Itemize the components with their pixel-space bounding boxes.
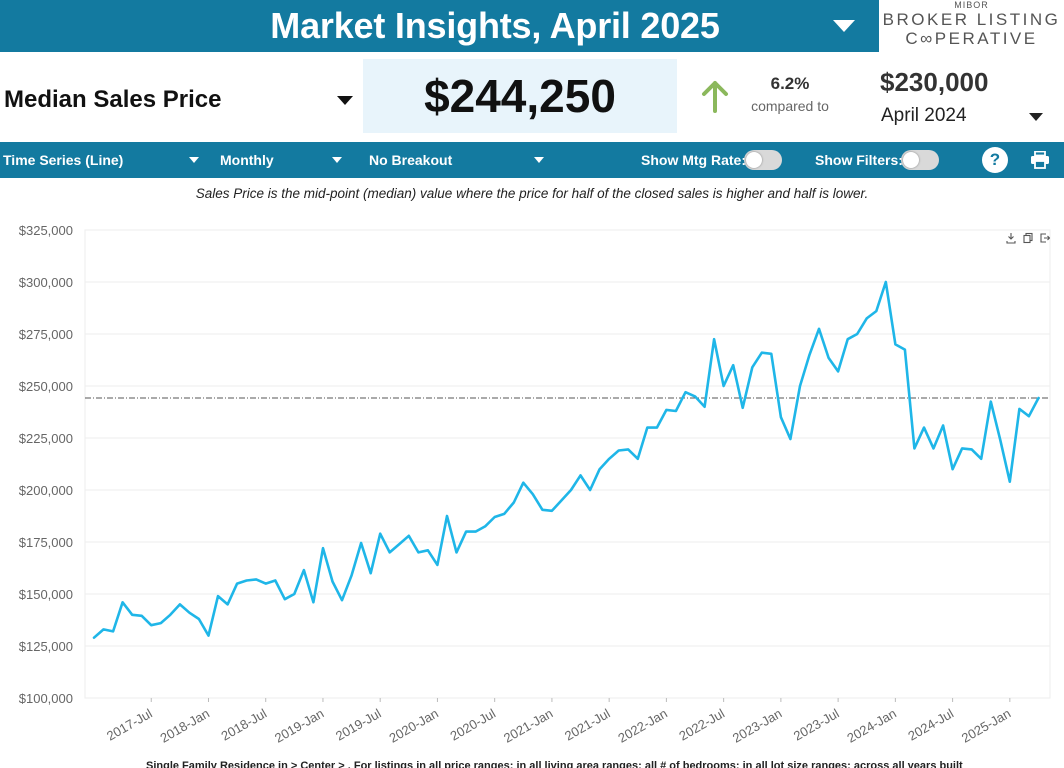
- y-tick-label: $175,000: [19, 535, 73, 550]
- comparison-period-chevron-icon[interactable]: [1029, 113, 1043, 121]
- help-icon[interactable]: ?: [982, 147, 1008, 173]
- plot-area: [84, 229, 1051, 699]
- y-tick-label: $150,000: [19, 587, 73, 602]
- download-icon[interactable]: [1006, 232, 1016, 244]
- y-tick-label: $300,000: [19, 275, 73, 290]
- filter-footnote: Single Family Residence in > Center > . …: [146, 760, 963, 768]
- x-tick-label: 2020-Jan: [386, 706, 440, 746]
- compared-to-label: compared to: [751, 98, 829, 114]
- metric-value: $244,250: [363, 59, 677, 133]
- y-tick-label: $200,000: [19, 483, 73, 498]
- toggle-knob: [903, 152, 919, 168]
- header: Market Insights, April 2025 MIBOR BROKER…: [0, 0, 1064, 52]
- series-line: [92, 280, 1040, 640]
- show-filters-toggle[interactable]: [901, 150, 939, 170]
- header-bar: [0, 0, 879, 52]
- x-tick-label: 2021-Jan: [501, 706, 555, 746]
- export-icon[interactable]: [1040, 232, 1050, 244]
- show-filters-label: Show Filters:: [815, 152, 903, 168]
- page-title: Market Insights, April 2025: [270, 5, 720, 46]
- breakout-chevron-icon[interactable]: [534, 157, 544, 163]
- breakout-select[interactable]: No Breakout: [369, 152, 453, 168]
- comparison-period-select[interactable]: April 2024: [881, 105, 967, 126]
- logo-line2: C∞PERATIVE: [905, 29, 1038, 48]
- print-icon[interactable]: [1030, 151, 1050, 169]
- x-tick-label: 2019-Jan: [272, 706, 326, 746]
- y-tick-label: $250,000: [19, 379, 73, 394]
- broker-listing-cooperative-logo: MIBOR BROKER LISTING C∞PERATIVE: [879, 0, 1064, 52]
- logo-top-text: MIBOR: [954, 0, 989, 10]
- copy-icon[interactable]: [1023, 232, 1033, 244]
- logo-line1: BROKER LISTING: [882, 10, 1061, 29]
- y-tick-label: $125,000: [19, 639, 73, 654]
- x-tick-label: 2022-Jul: [676, 706, 727, 744]
- interval-chevron-icon[interactable]: [332, 157, 342, 163]
- median-price-line-chart: $100,000 $125,000 $150,000 $175,000 $200,000…: [19, 223, 1051, 746]
- x-tick-label: 2021-Jul: [562, 706, 613, 744]
- y-tick-label: $225,000: [19, 431, 73, 446]
- x-tick-label: 2017-Jul: [104, 706, 155, 744]
- toggle-knob: [746, 152, 762, 168]
- x-tick-label: 2022-Jan: [615, 706, 669, 746]
- x-tick-label: 2019-Jul: [333, 706, 384, 744]
- up-arrow-icon: [702, 81, 728, 113]
- x-tick-label: 2020-Jul: [447, 706, 498, 744]
- show-mtg-rate-label: Show Mtg Rate:: [641, 152, 746, 168]
- x-tick-label: 2018-Jul: [219, 706, 270, 744]
- comparison-value: $230,000: [880, 67, 989, 97]
- x-tick-label: 2024-Jul: [905, 706, 956, 744]
- y-tick-label: $100,000: [19, 691, 73, 706]
- y-tick-label: $275,000: [19, 327, 73, 342]
- chart-type-chevron-icon[interactable]: [189, 157, 199, 163]
- x-tick-label: 2023-Jul: [791, 706, 842, 744]
- period-dropdown-chevron-icon[interactable]: [833, 20, 855, 32]
- x-tick-label: 2018-Jan: [158, 706, 212, 746]
- chart-description: Sales Price is the mid-point (median) va…: [195, 186, 869, 201]
- show-mtg-rate-toggle[interactable]: [744, 150, 782, 170]
- metric-selector-label[interactable]: Median Sales Price: [4, 86, 222, 113]
- toolbar: Time Series (Line) Monthly No Breakout S…: [0, 142, 1064, 178]
- interval-select[interactable]: Monthly: [220, 152, 274, 168]
- metric-dropdown-chevron-icon[interactable]: [337, 96, 353, 105]
- x-tick-label: 2024-Jan: [844, 706, 898, 746]
- chart-type-select[interactable]: Time Series (Line): [3, 152, 124, 168]
- x-tick-label: 2025-Jan: [959, 706, 1013, 746]
- x-tick-label: 2023-Jan: [730, 706, 784, 746]
- y-tick-label: $325,000: [19, 223, 73, 238]
- change-percent: 6.2%: [770, 74, 810, 93]
